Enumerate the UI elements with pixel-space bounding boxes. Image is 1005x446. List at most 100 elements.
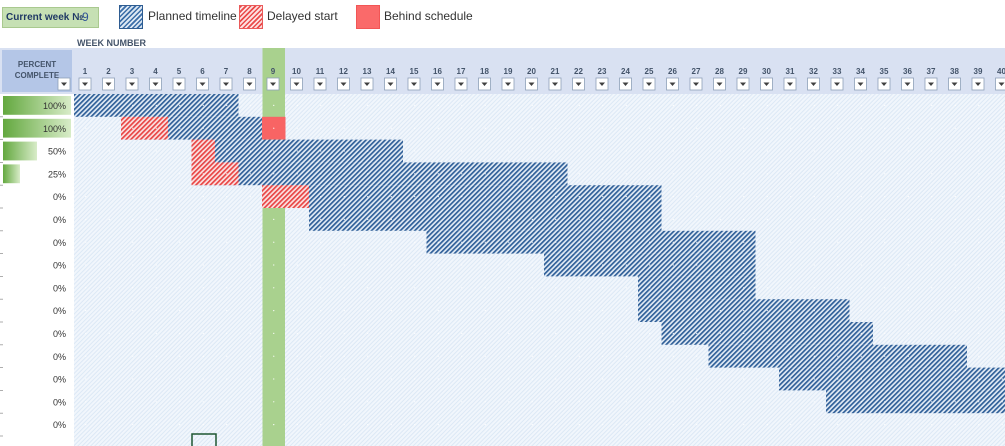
week-filter-button[interactable] bbox=[266, 77, 280, 91]
planned-bar bbox=[426, 230, 756, 254]
week-filter-button[interactable] bbox=[830, 77, 844, 91]
week-filter-button[interactable] bbox=[501, 77, 515, 91]
week-tick-label: 30 bbox=[762, 67, 771, 76]
task-row: 50% bbox=[0, 139, 403, 163]
week-filter-button[interactable] bbox=[736, 77, 750, 91]
week-tick-label: 23 bbox=[598, 67, 607, 76]
percent-complete-value: 50% bbox=[48, 147, 66, 157]
task-row: 0% bbox=[0, 367, 1005, 391]
week-filter-button[interactable] bbox=[407, 77, 421, 91]
week-tick-label: 20 bbox=[527, 67, 536, 76]
week-filter-button[interactable] bbox=[172, 77, 186, 91]
progress-bar bbox=[3, 118, 71, 138]
current-week-input[interactable]: 9 bbox=[82, 10, 89, 24]
week-filter-button[interactable] bbox=[360, 77, 374, 91]
week-filter-button[interactable] bbox=[713, 77, 726, 91]
week-filter-button[interactable] bbox=[290, 77, 303, 91]
percent-complete-value: 0% bbox=[53, 375, 66, 385]
week-filter-button[interactable] bbox=[783, 77, 797, 91]
week-tick-label: 36 bbox=[903, 67, 912, 76]
selected-cell[interactable] bbox=[191, 433, 217, 446]
week-filter-button[interactable] bbox=[478, 77, 491, 91]
week-filter-button[interactable] bbox=[619, 77, 632, 91]
week-filter-button[interactable] bbox=[854, 77, 867, 91]
week-tick-label: 22 bbox=[574, 67, 583, 76]
week-filter-button[interactable] bbox=[337, 77, 350, 91]
week-filter-button[interactable] bbox=[102, 77, 115, 91]
week-filter-button[interactable] bbox=[666, 77, 679, 91]
task-row: 0% bbox=[0, 230, 756, 255]
percent-complete-value: 0% bbox=[53, 397, 66, 407]
progress-bar bbox=[3, 96, 71, 115]
week-filter-button[interactable] bbox=[595, 77, 609, 91]
week-filter-button[interactable] bbox=[525, 77, 538, 91]
week-filter-button[interactable] bbox=[384, 77, 397, 91]
week-filter-button[interactable] bbox=[78, 77, 92, 91]
week-filter-button[interactable] bbox=[149, 77, 162, 91]
week-tick-label: 3 bbox=[130, 67, 135, 76]
week-filter-button[interactable] bbox=[196, 77, 209, 91]
week-tick-label: 8 bbox=[247, 67, 252, 76]
week-filter-button[interactable] bbox=[924, 77, 938, 91]
week-filter-button[interactable] bbox=[125, 77, 139, 91]
task-row: 0% bbox=[0, 390, 1005, 414]
week-tick-label: 5 bbox=[177, 67, 182, 76]
percent-complete-value: 0% bbox=[53, 283, 66, 293]
week-tick-label: 1 bbox=[83, 67, 88, 76]
planned-bar bbox=[191, 162, 568, 186]
planned-bar bbox=[826, 390, 1005, 414]
percent-filter-button[interactable] bbox=[57, 77, 71, 91]
week-filter-button[interactable] bbox=[901, 77, 914, 91]
week-filter-button[interactable] bbox=[219, 77, 233, 91]
behind-swatch bbox=[356, 5, 380, 29]
week-tick-label: 17 bbox=[457, 67, 466, 76]
week-tick-label: 16 bbox=[433, 67, 442, 76]
week-tick-label: 18 bbox=[480, 67, 489, 76]
week-tick-label: 26 bbox=[668, 67, 677, 76]
week-filter-button[interactable] bbox=[689, 77, 703, 91]
week-tick-label: 27 bbox=[692, 67, 701, 76]
week-filter-button[interactable] bbox=[948, 77, 961, 91]
percent-complete-value: 0% bbox=[53, 306, 66, 316]
percent-complete-value: 0% bbox=[53, 329, 66, 339]
week-tick-label: 39 bbox=[974, 67, 983, 76]
week-tick-label: 19 bbox=[504, 67, 513, 76]
progress-bar bbox=[3, 164, 20, 184]
week-filter-button[interactable] bbox=[995, 77, 1005, 91]
week-tick-label: 29 bbox=[739, 67, 748, 76]
percent-header-line1: PERCENT bbox=[18, 60, 56, 69]
week-filter-button[interactable] bbox=[454, 77, 468, 91]
week-filter-button[interactable] bbox=[572, 77, 585, 91]
task-row: 0% bbox=[0, 414, 72, 437]
week-filter-button[interactable] bbox=[807, 77, 820, 91]
week-filter-button[interactable] bbox=[243, 77, 256, 91]
current-week-column bbox=[262, 48, 285, 446]
week-tick-label: 6 bbox=[200, 67, 205, 76]
percent-complete-value: 0% bbox=[53, 192, 66, 202]
task-row: 25% bbox=[0, 162, 568, 186]
week-filter-button[interactable] bbox=[548, 77, 562, 91]
delayed-bar bbox=[191, 162, 239, 186]
week-tick-label: 10 bbox=[292, 67, 301, 76]
week-filter-button[interactable] bbox=[877, 77, 891, 91]
delayed-swatch bbox=[239, 5, 263, 29]
task-row: 0% bbox=[0, 276, 756, 300]
behind-legend-label: Behind schedule bbox=[384, 9, 473, 23]
week-filter-button[interactable] bbox=[431, 77, 444, 91]
percent-header-line2: COMPLETE bbox=[15, 71, 60, 80]
percent-complete-value: 0% bbox=[53, 215, 66, 225]
week-tick-label: 34 bbox=[856, 67, 865, 76]
week-tick-label: 37 bbox=[927, 67, 936, 76]
week-tick-label: 38 bbox=[950, 67, 959, 76]
week-tick-label: 24 bbox=[621, 67, 630, 76]
percent-complete-value: 0% bbox=[53, 352, 66, 362]
week-tick-label: 40 bbox=[997, 67, 1005, 76]
week-filter-button[interactable] bbox=[760, 77, 773, 91]
week-filter-button[interactable] bbox=[313, 77, 327, 91]
percent-complete-value: 100% bbox=[43, 124, 66, 134]
week-filter-button[interactable] bbox=[971, 77, 985, 91]
week-filter-button[interactable] bbox=[642, 77, 656, 91]
task-row: 100% bbox=[0, 116, 286, 140]
week-tick-label: 31 bbox=[786, 67, 795, 76]
legend: Current week № 9 Planned timeline Delaye… bbox=[0, 0, 1005, 36]
